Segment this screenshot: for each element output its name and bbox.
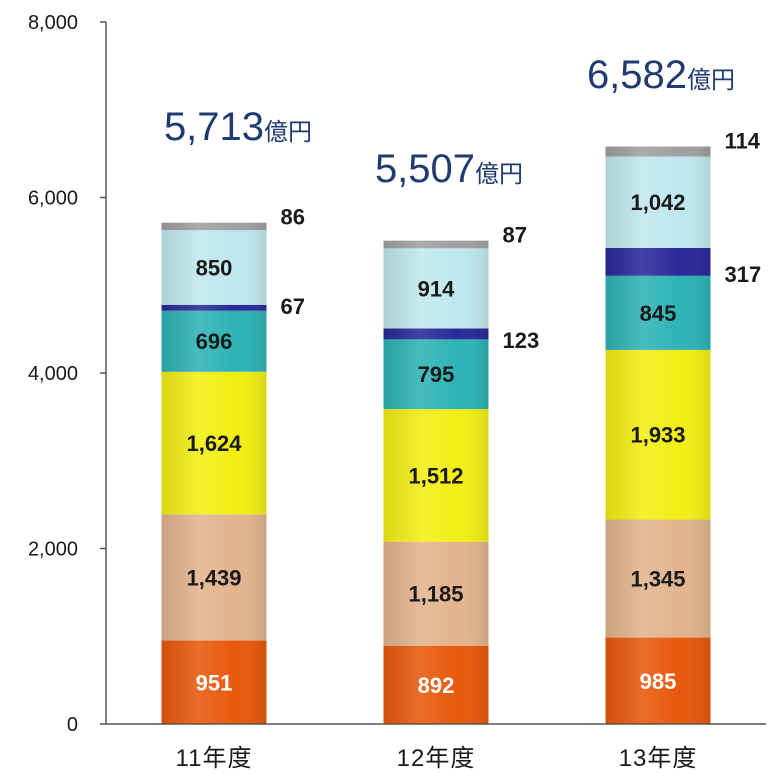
- data-label: 951: [196, 670, 233, 695]
- data-label: 985: [640, 669, 677, 694]
- data-label: 1,345: [630, 567, 685, 592]
- data-label: 1,624: [186, 431, 242, 456]
- bar-segment-shade: [383, 409, 489, 542]
- bar-segment-shade: [383, 248, 489, 329]
- bar-segment-shade: [383, 240, 489, 249]
- x-tick-label: 13年度: [619, 745, 698, 772]
- data-label: 87: [503, 223, 527, 248]
- bar-segment-shade: [605, 156, 711, 248]
- bar-segment-shade: [383, 328, 489, 340]
- total-label: 5,507億円: [375, 147, 523, 191]
- data-label: 850: [196, 256, 233, 281]
- total-unit: 億円: [687, 67, 735, 94]
- y-tick-label: 2,000: [28, 539, 78, 561]
- y-tick-label: 0: [67, 714, 78, 736]
- bar-segment-shade: [161, 230, 267, 305]
- y-axis: 0 2,000 4,000 6,000 8,000: [28, 12, 107, 736]
- total-value: 6,582: [587, 53, 687, 97]
- data-labels: 951 1,439 1,624 696 67 850 86 892 1,185 1,512 795 1…: [186, 129, 761, 698]
- bar-segment-shade: [383, 541, 489, 646]
- data-label: 123: [503, 328, 540, 353]
- data-label: 795: [418, 362, 455, 387]
- y-tick-label: 8,000: [28, 12, 78, 34]
- bar-segment-shade: [605, 349, 711, 520]
- bar-segment-shade: [605, 637, 711, 724]
- bar-segment-shade: [605, 247, 711, 276]
- x-axis: 11年度 12年度 13年度: [106, 723, 766, 772]
- data-label: 1,512: [408, 463, 463, 488]
- bar-segment-shade: [161, 310, 267, 372]
- data-label: 845: [640, 301, 677, 326]
- bar-segment-shade: [383, 339, 489, 410]
- data-label: 892: [418, 673, 455, 698]
- data-label: 317: [725, 262, 762, 287]
- data-label: 86: [281, 205, 305, 230]
- bar-segment-shade: [605, 146, 711, 157]
- bar-segment-shade: [383, 645, 489, 724]
- y-tick-label: 4,000: [28, 363, 78, 385]
- x-tick-label: 11年度: [176, 745, 253, 772]
- bar-segment-shade: [161, 640, 267, 724]
- bar-segment-shade: [161, 222, 267, 231]
- total-unit: 億円: [264, 119, 312, 146]
- bar-stack: [161, 222, 267, 724]
- data-label: 1,185: [408, 582, 463, 607]
- total-unit: 億円: [475, 161, 523, 188]
- bar-segment-shade: [161, 304, 267, 311]
- total-label: 6,582億円: [587, 53, 735, 97]
- bar-segment-shade: [605, 275, 711, 350]
- data-label: 67: [281, 294, 305, 319]
- data-label: 914: [418, 276, 455, 301]
- bar-stack: [605, 146, 711, 724]
- total-value: 5,507: [375, 147, 475, 191]
- bar-segment-shade: [605, 519, 711, 638]
- x-tick-label: 12年度: [397, 745, 476, 772]
- data-label: 1,042: [630, 190, 685, 215]
- y-tick-label: 6,000: [28, 188, 78, 210]
- bar-stack: [383, 240, 489, 724]
- data-label: 1,933: [630, 423, 685, 448]
- bar-stacks: [161, 146, 711, 724]
- data-label: 696: [196, 329, 233, 354]
- data-label: 114: [725, 129, 761, 154]
- bar-segment-shade: [161, 514, 267, 641]
- total-label: 5,713億円: [164, 105, 312, 149]
- total-value: 5,713: [164, 105, 264, 149]
- data-label: 1,439: [186, 565, 241, 590]
- bar-segment-shade: [161, 371, 267, 515]
